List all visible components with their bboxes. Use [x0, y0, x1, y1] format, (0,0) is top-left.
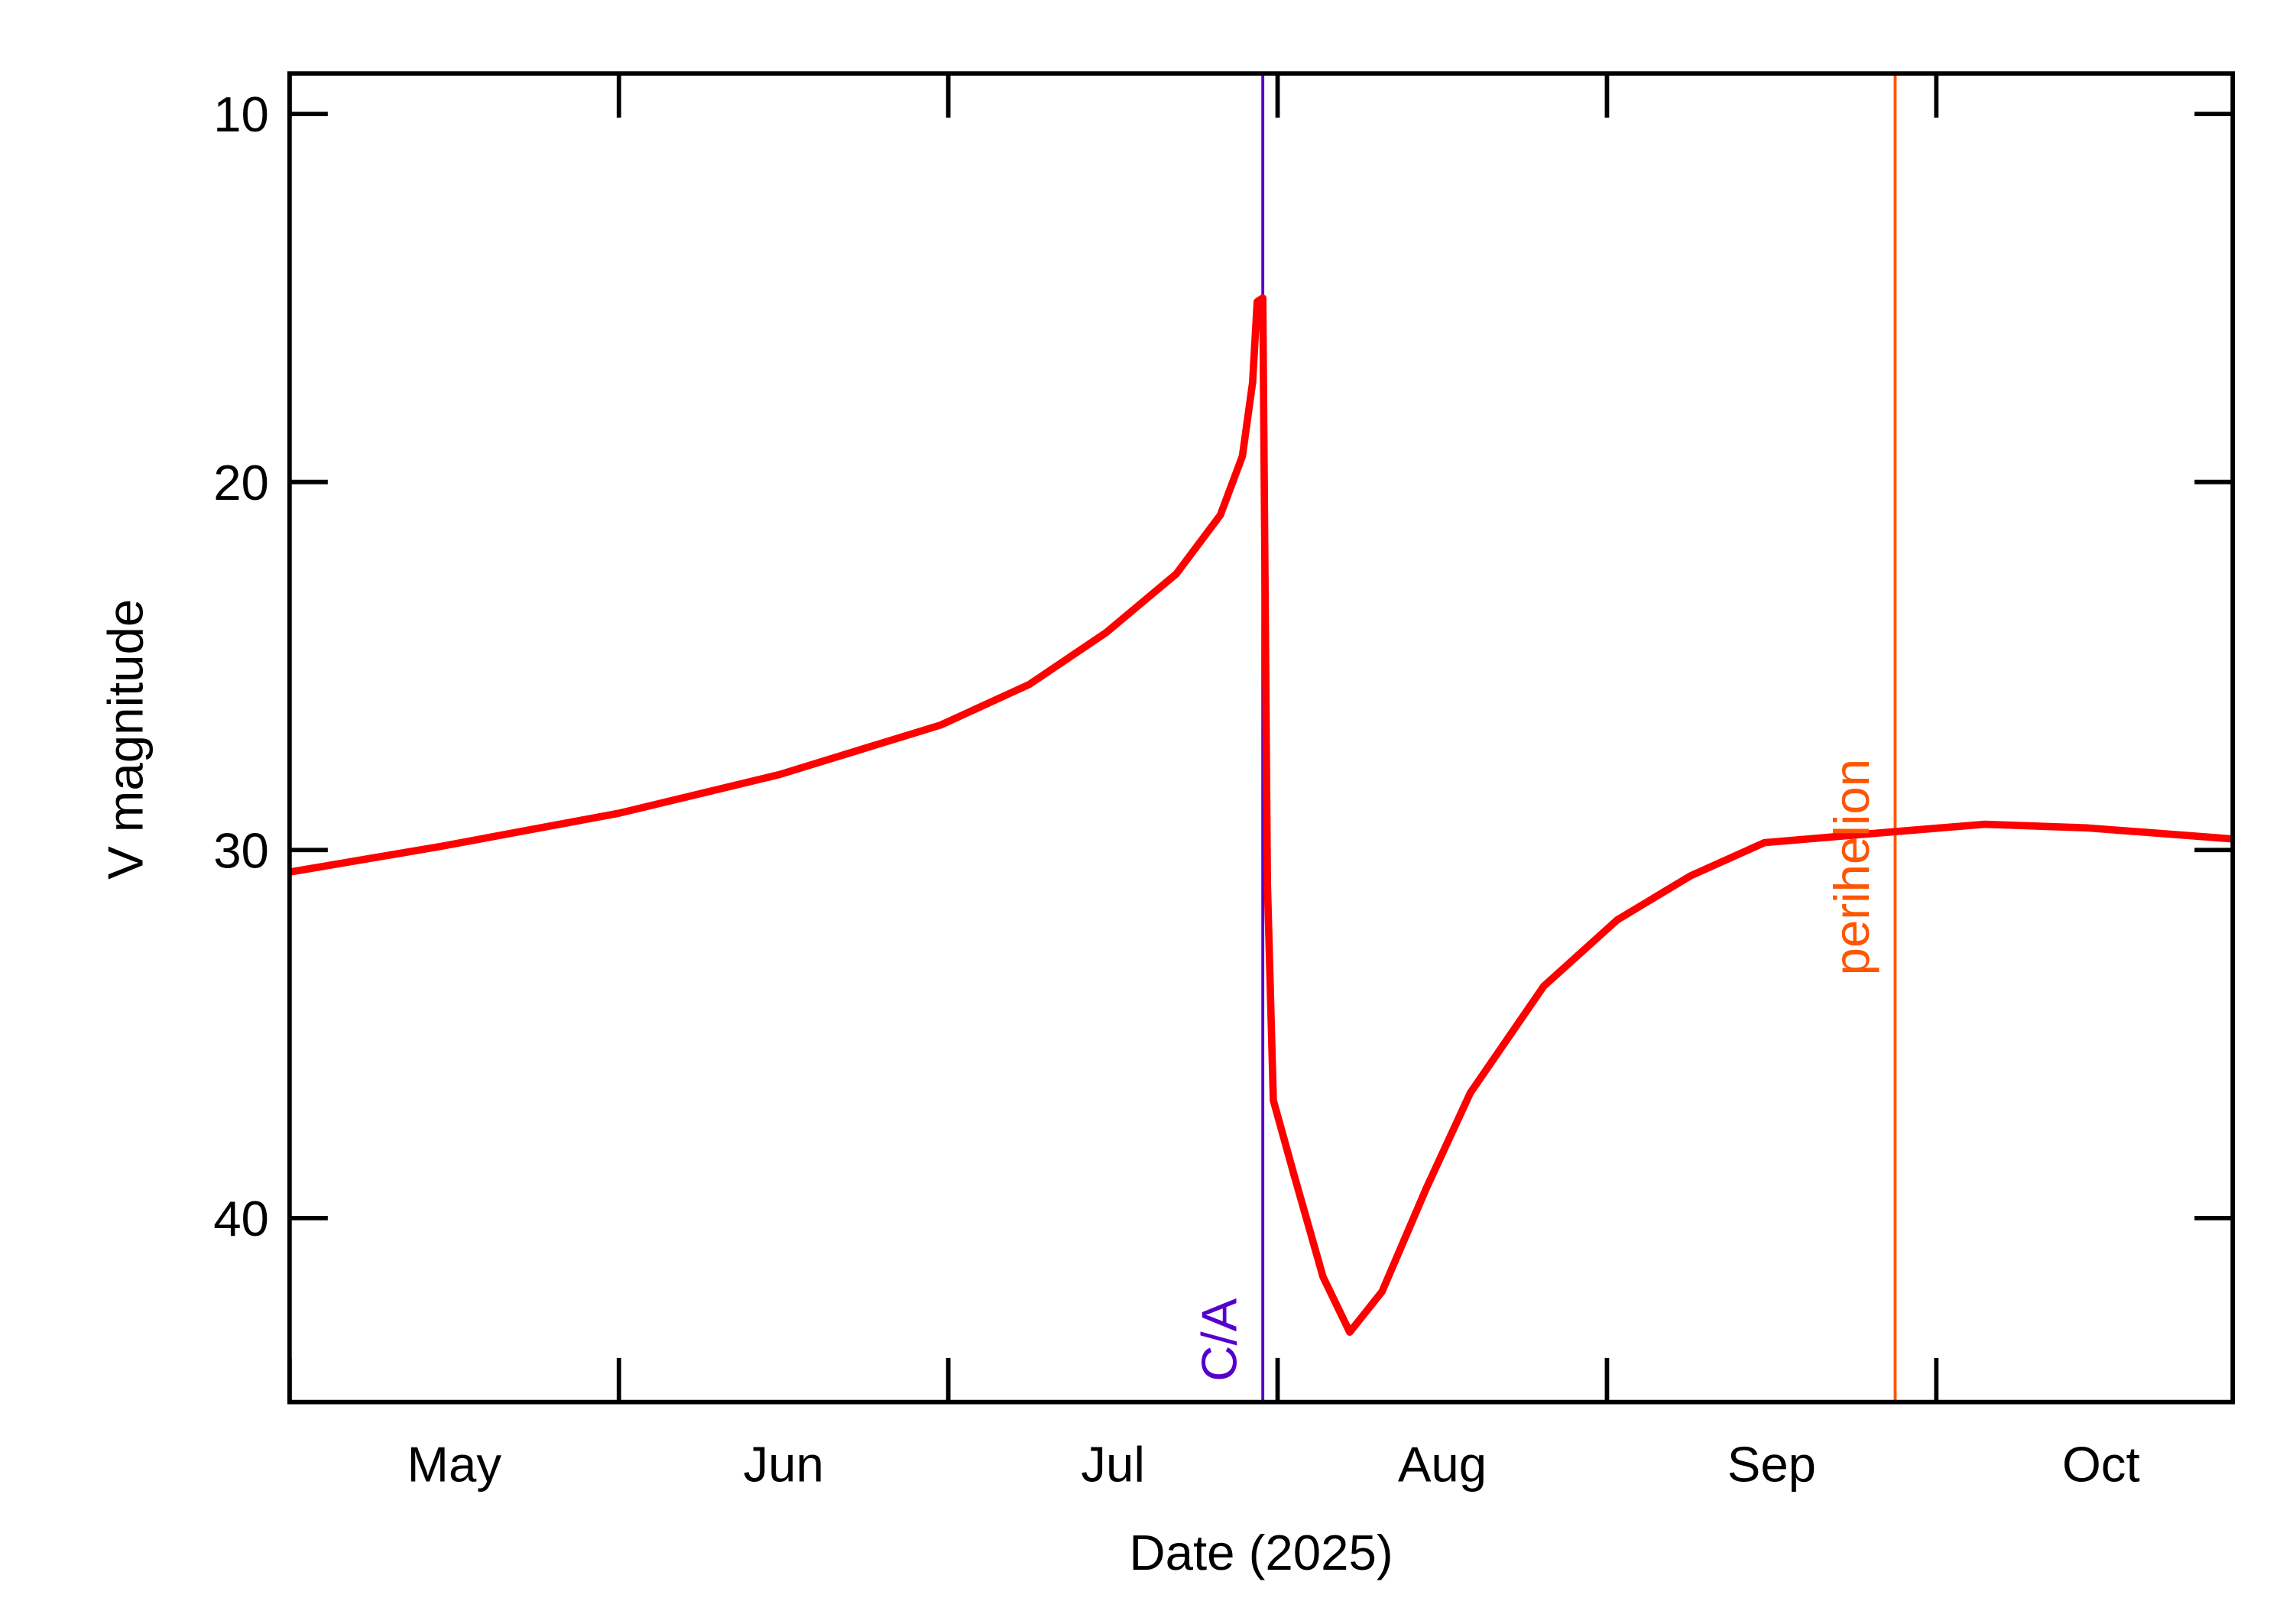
- marker-label: C/A: [1192, 1298, 1247, 1381]
- y-axis-label: V magnitude: [98, 599, 154, 880]
- x-tick-label: Oct: [2062, 1436, 2140, 1492]
- x-tick-label: Jun: [743, 1436, 823, 1492]
- y-tick-label: 30: [213, 822, 269, 878]
- x-tick-label: Sep: [1727, 1436, 1816, 1492]
- plot-frame: [287, 71, 2236, 1405]
- x-tick-label: Aug: [1398, 1436, 1487, 1492]
- y-tick-label: 10: [213, 86, 269, 142]
- x-axis-label: Date (2025): [1129, 1525, 1393, 1580]
- y-tick-label: 40: [213, 1191, 269, 1246]
- marker-label: perihelion: [1824, 759, 1879, 976]
- y-tick-label: 20: [213, 455, 269, 511]
- line-series: [289, 294, 2234, 1336]
- x-tick-label: Jul: [1081, 1436, 1145, 1492]
- x-tick-label: May: [407, 1436, 502, 1492]
